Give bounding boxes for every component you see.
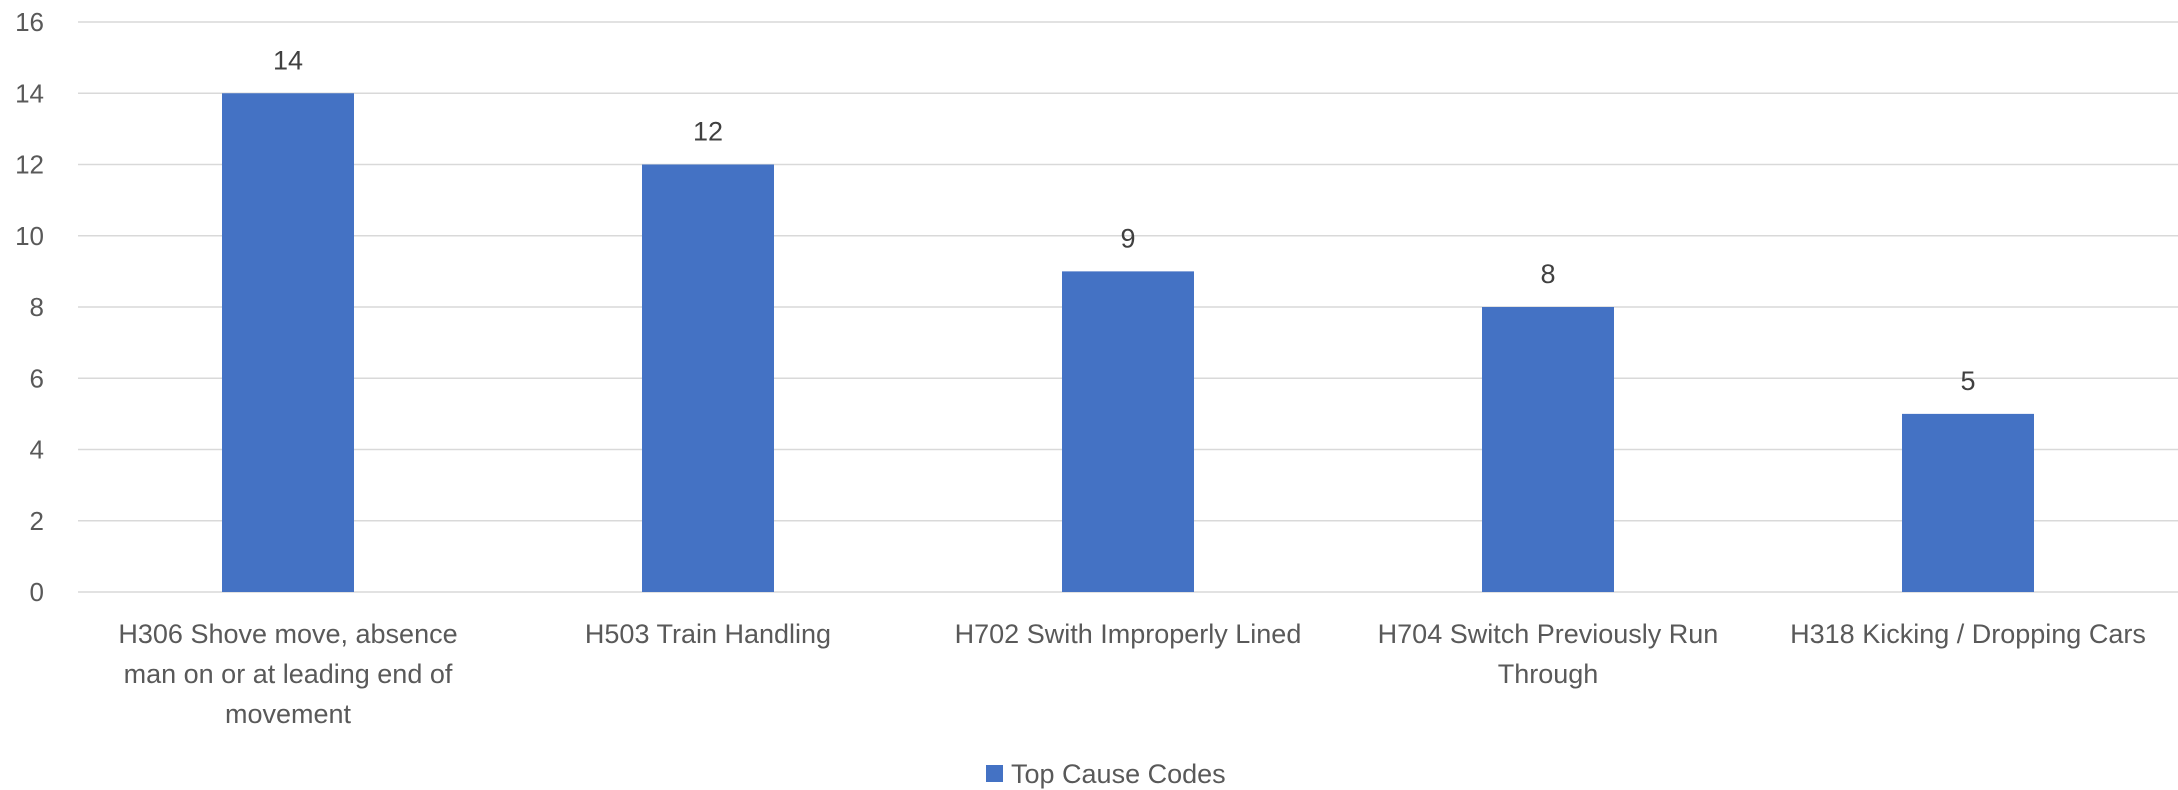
bars	[222, 93, 2034, 592]
x-category-label-line: H503 Train Handling	[585, 619, 831, 649]
legend: Top Cause Codes	[986, 759, 1226, 789]
data-label: 8	[1540, 259, 1555, 289]
legend-label: Top Cause Codes	[1011, 759, 1226, 789]
y-tick-label: 12	[15, 150, 44, 180]
x-axis: H306 Shove move, absence man on or at lea…	[118, 619, 2145, 729]
x-category-label-line: H318 Kicking / Dropping Cars	[1790, 619, 2146, 649]
x-category-label: H318 Kicking / Dropping Cars	[1790, 619, 2146, 649]
y-tick-label: 4	[30, 435, 44, 465]
x-category-label: H704 Switch Previously Run Through	[1378, 619, 1719, 689]
y-tick-label: 0	[30, 577, 44, 607]
x-category-label-line: Through	[1498, 659, 1599, 689]
legend-swatch	[986, 765, 1003, 782]
x-category-label-line: man on or at leading end of	[124, 659, 453, 689]
bar	[222, 93, 354, 592]
y-tick-label: 14	[15, 78, 44, 108]
x-category-label-line: H704 Switch Previously Run	[1378, 619, 1719, 649]
data-label: 14	[273, 45, 303, 75]
y-tick-label: 16	[15, 7, 44, 37]
bar	[1062, 271, 1194, 592]
x-category-label-line: H702 Swith Improperly Lined	[955, 619, 1302, 649]
data-label: 5	[1960, 366, 1975, 396]
bar	[642, 164, 774, 592]
data-labels: 14 12 9 8 5	[273, 45, 1976, 396]
bar	[1902, 413, 2034, 592]
y-tick-label: 8	[30, 292, 44, 322]
x-category-label: H306 Shove move, absence man on or at lea…	[118, 619, 457, 729]
data-label: 9	[1120, 223, 1135, 253]
y-tick-label: 6	[30, 363, 44, 393]
x-category-label-line: H306 Shove move, absence	[118, 619, 457, 649]
x-category-label: H702 Swith Improperly Lined	[955, 619, 1302, 649]
y-axis: 0 2 4 6 8 10 12 14 16	[15, 7, 44, 607]
y-tick-label: 10	[15, 221, 44, 251]
data-label: 12	[693, 117, 723, 147]
y-tick-label: 2	[30, 506, 44, 536]
bar	[1482, 307, 1614, 592]
x-category-label-line: movement	[225, 699, 352, 729]
x-category-label: H503 Train Handling	[585, 619, 831, 649]
